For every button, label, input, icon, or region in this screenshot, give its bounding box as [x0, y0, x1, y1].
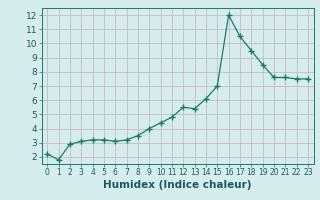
X-axis label: Humidex (Indice chaleur): Humidex (Indice chaleur) [103, 180, 252, 190]
